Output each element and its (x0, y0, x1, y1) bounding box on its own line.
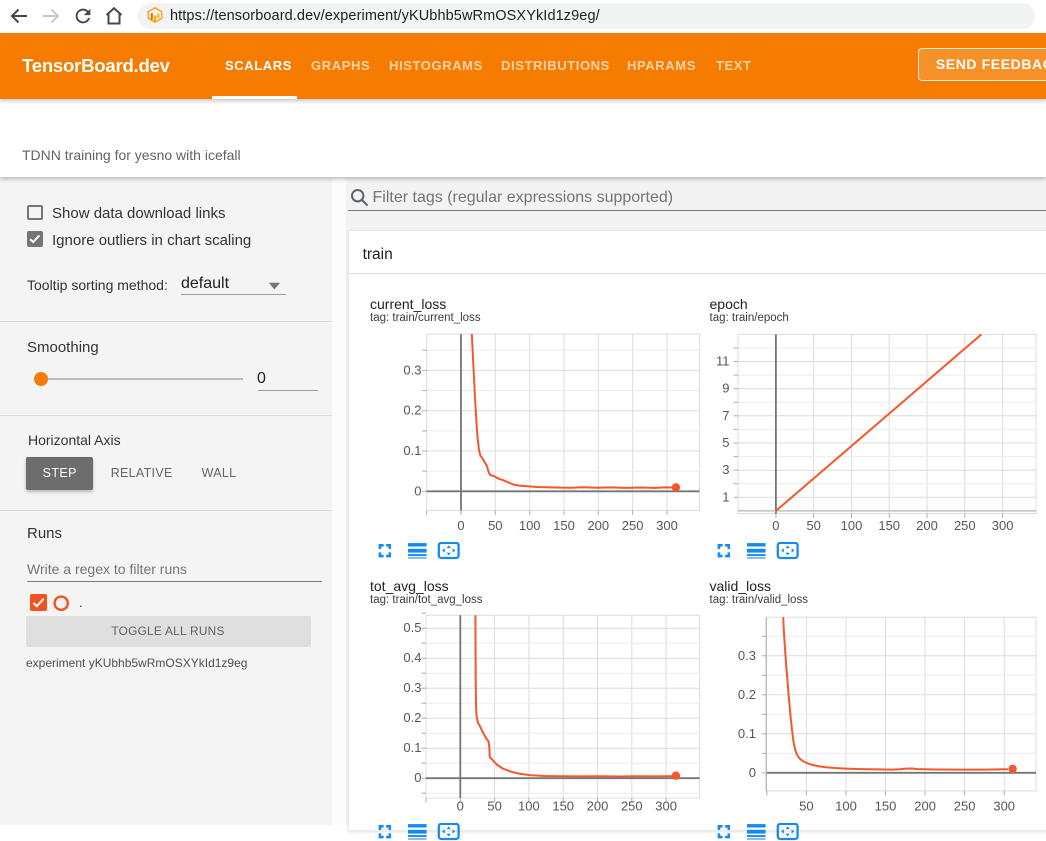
svg-text:3: 3 (722, 462, 729, 477)
svg-text:0: 0 (749, 765, 756, 780)
svg-text:200: 200 (916, 518, 938, 533)
svg-text:250: 250 (622, 518, 644, 533)
svg-text:150: 150 (553, 518, 575, 533)
svg-text:100: 100 (519, 518, 541, 533)
svg-text:0.3: 0.3 (738, 648, 756, 663)
svg-text:50: 50 (799, 799, 813, 814)
svg-text:0.2: 0.2 (738, 687, 756, 702)
svg-text:300: 300 (993, 799, 1015, 814)
svg-text:0.3: 0.3 (403, 362, 421, 377)
svg-text:150: 150 (875, 799, 897, 814)
svg-text:5: 5 (722, 435, 729, 450)
svg-text:200: 200 (914, 799, 936, 814)
svg-text:1: 1 (722, 489, 729, 504)
svg-text:150: 150 (552, 799, 574, 814)
svg-text:0: 0 (457, 518, 464, 533)
svg-text:300: 300 (656, 518, 678, 533)
svg-text:9: 9 (722, 381, 729, 396)
svg-text:250: 250 (954, 799, 976, 814)
svg-text:11: 11 (716, 354, 730, 369)
svg-text:0.3: 0.3 (403, 680, 421, 695)
svg-text:200: 200 (587, 518, 609, 533)
svg-text:0: 0 (414, 483, 421, 498)
svg-text:0.1: 0.1 (403, 443, 421, 458)
svg-text:50: 50 (487, 799, 501, 814)
svg-text:150: 150 (878, 518, 900, 533)
svg-text:100: 100 (518, 799, 540, 814)
svg-text:0: 0 (772, 518, 779, 533)
svg-text:0.2: 0.2 (403, 710, 421, 725)
svg-text:200: 200 (587, 799, 609, 814)
svg-text:50: 50 (806, 518, 820, 533)
svg-text:0.1: 0.1 (403, 740, 421, 755)
svg-text:50: 50 (488, 518, 502, 533)
svg-text:0.5: 0.5 (403, 620, 421, 635)
svg-text:250: 250 (954, 518, 976, 533)
svg-text:0.2: 0.2 (403, 403, 421, 418)
svg-text:100: 100 (841, 518, 863, 533)
svg-text:300: 300 (655, 799, 677, 814)
svg-text:7: 7 (722, 408, 729, 423)
svg-text:0: 0 (414, 770, 421, 785)
svg-text:300: 300 (992, 518, 1014, 533)
svg-text:100: 100 (835, 799, 857, 814)
svg-text:0.1: 0.1 (738, 726, 756, 741)
svg-text:250: 250 (621, 799, 643, 814)
svg-text:0: 0 (457, 799, 464, 814)
svg-text:0.4: 0.4 (403, 650, 421, 665)
